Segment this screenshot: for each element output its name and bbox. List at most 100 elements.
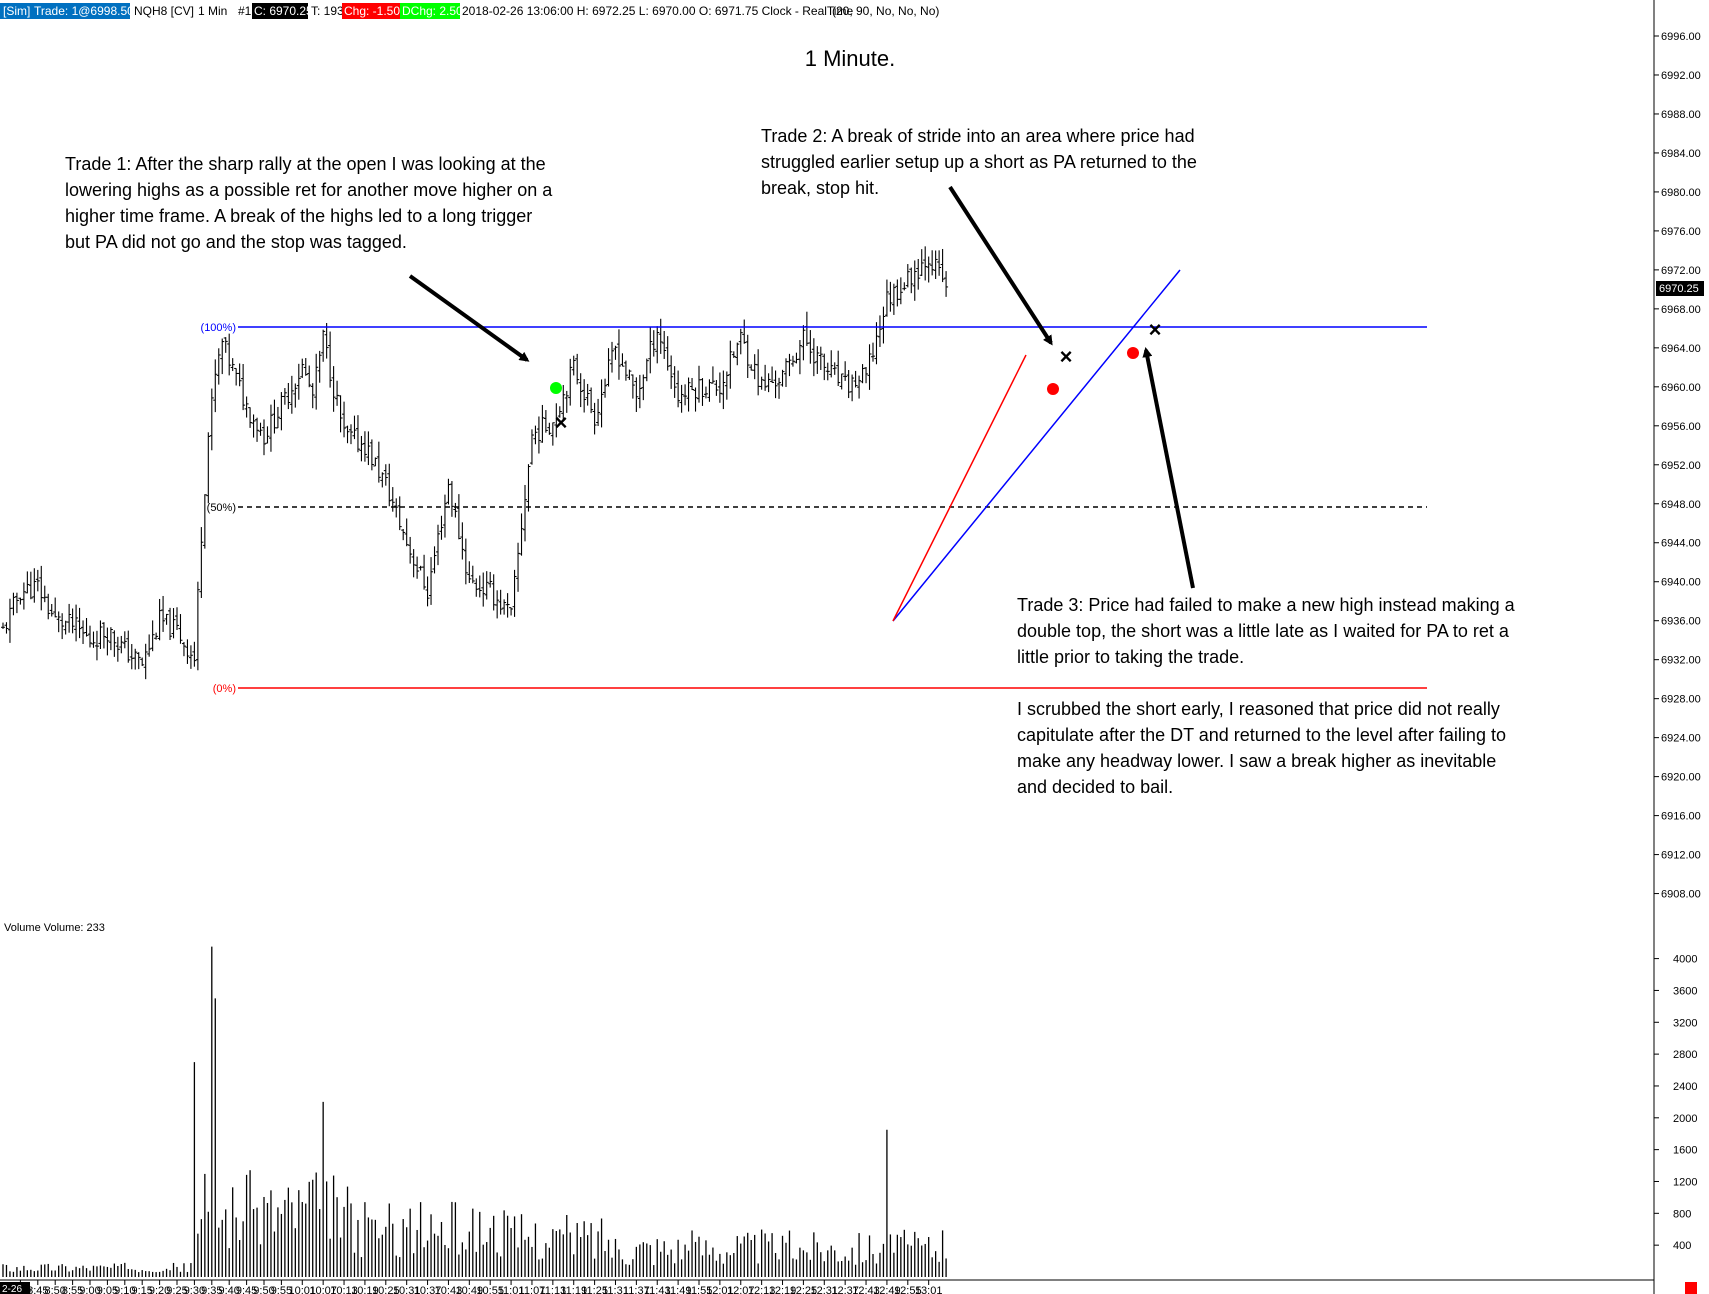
annotation-trade1: Trade 1: After the sharp rally at the op…	[65, 154, 553, 252]
trade1-stop-marker: ×	[555, 410, 568, 435]
time-tick-label: 10:13	[330, 1285, 358, 1294]
time-tick-label: 9:25	[166, 1285, 187, 1294]
chart-title: 1 Minute.	[805, 46, 896, 71]
time-tick-label: 9:15	[131, 1285, 152, 1294]
date-label: 2-26	[2, 1284, 22, 1294]
sim-trade-box	[0, 3, 130, 19]
annotation-trade3: Trade 3: Price had failed to make a new …	[1017, 595, 1516, 667]
volume-bars	[2, 946, 947, 1277]
time-tick-label: 12:49	[873, 1285, 901, 1294]
time-tick-label: 10:07	[309, 1285, 337, 1294]
annotation-note: I scrubbed the short early, I reasoned t…	[1017, 699, 1506, 797]
time-tick-label: 12:55	[894, 1285, 922, 1294]
price-tick-label: 6972.00	[1661, 265, 1701, 277]
time-tick-label: 9:30	[184, 1285, 205, 1294]
time-tick-label: 9:20	[149, 1285, 170, 1294]
time-tick-label: 12:07	[727, 1285, 755, 1294]
price-tick-label: 6932.00	[1661, 655, 1701, 667]
trade2-arrow	[948, 185, 1053, 346]
price-tick-label: 6960.00	[1661, 382, 1701, 394]
time-tick-label: 12:19	[769, 1285, 797, 1294]
time-tick-label: 9:55	[271, 1285, 292, 1294]
chg-label: Chg: -1.50	[344, 4, 400, 18]
time-tick-label: 12:37	[831, 1285, 859, 1294]
time-tick-label: 13:01	[915, 1285, 943, 1294]
ohlc-info: 2018-02-26 13:06:00 H: 6972.25 L: 6970.0…	[462, 4, 853, 18]
params-label: (20, 90, No, No, No)	[832, 4, 939, 18]
volume-tick-label: 800	[1673, 1208, 1691, 1220]
price-tick-label: 6992.00	[1661, 70, 1701, 82]
trendline-blue[interactable]	[892, 269, 1181, 622]
volume-label: Volume Volume: 233	[4, 922, 105, 934]
date-box	[0, 1282, 30, 1294]
time-tick-label: 12:13	[748, 1285, 776, 1294]
time-tick-label: 10:19	[351, 1285, 379, 1294]
fib-100-label: (100%)	[201, 322, 236, 334]
trade2-line: break, stop hit.	[761, 178, 879, 198]
price-tick-label: 6964.00	[1661, 343, 1701, 355]
note-line: and decided to bail.	[1017, 777, 1173, 797]
time-tick-label: 10:01	[289, 1285, 317, 1294]
volume-tick-label: 2400	[1673, 1081, 1697, 1093]
time-tick-label: 12:31	[811, 1285, 839, 1294]
price-tick-label: 6952.00	[1661, 460, 1701, 472]
last-price-label: 6970.25	[1659, 283, 1699, 295]
chart-number: #1	[238, 4, 252, 18]
time-tick-label: 10:49	[456, 1285, 484, 1294]
time-axis: 8:408:458:508:559:009:059:109:159:209:25…	[10, 1280, 943, 1294]
volume-tick-label: 1600	[1673, 1145, 1697, 1157]
time-tick-label: 12:43	[852, 1285, 880, 1294]
time-tick-label: 11:13	[539, 1285, 566, 1294]
dchg-label: DChg: 2.50	[402, 4, 463, 18]
price-axis: 6996.00 6992.00 6988.00 6984.00 6980.00 6976.…	[1654, 31, 1701, 901]
trade-label: Trade: 1@6998.50	[34, 4, 134, 18]
trade3-short-entry-marker	[1127, 347, 1139, 359]
time-tick-label: 11:01	[498, 1285, 525, 1294]
fib-0-label: (0%)	[213, 683, 236, 695]
header-bar: [Sim] Trade: 1@6998.50 NQH8 [CV] 1 Min #…	[0, 3, 939, 19]
price-tick-label: 6920.00	[1661, 772, 1701, 784]
trade2-stop-marker: ×	[1060, 344, 1073, 369]
trade3-line: little prior to taking the trade.	[1017, 647, 1244, 667]
note-line: I scrubbed the short early, I reasoned t…	[1017, 699, 1500, 719]
interval-label: 1 Min	[198, 4, 227, 18]
symbol-label: NQH8 [CV]	[134, 4, 194, 18]
trade1-line: lowering highs as a possible ret for ano…	[65, 180, 553, 200]
trade2-short-entry-marker	[1047, 383, 1059, 395]
trade1-line: but PA did not go and the stop was tagge…	[65, 232, 407, 252]
volume-tick-label: 400	[1673, 1240, 1691, 1252]
time-tick-label: 11:25	[581, 1285, 608, 1294]
time-tick-label: 10:31	[393, 1285, 421, 1294]
status-indicator	[1685, 1282, 1697, 1294]
time-tick-label: 8:45	[27, 1285, 48, 1294]
price-tick-label: 6936.00	[1661, 616, 1701, 628]
price-tick-label: 6980.00	[1661, 187, 1701, 199]
dchg-box	[400, 3, 460, 19]
time-tick-label: 11:07	[519, 1285, 546, 1294]
volume-tick-label: 3600	[1673, 985, 1697, 997]
trade1-arrow	[408, 274, 530, 362]
price-tick-label: 6924.00	[1661, 733, 1701, 745]
close-label: C: 6970.25	[254, 4, 313, 18]
time-tick-label: 10:43	[435, 1285, 463, 1294]
trade1-line: Trade 1: After the sharp rally at the op…	[65, 154, 546, 174]
price-tick-label: 6976.00	[1661, 226, 1701, 238]
time-tick-label: 9:40	[218, 1285, 239, 1294]
time-tick-label: 8:50	[44, 1285, 65, 1294]
trendline-red[interactable]	[892, 354, 1027, 622]
volume-tick-label: 3200	[1673, 1017, 1697, 1029]
time-tick-label: 11:55	[686, 1285, 713, 1294]
price-tick-label: 6968.00	[1661, 304, 1701, 316]
price-tick-label: 6956.00	[1661, 421, 1701, 433]
time-tick-label: 11:43	[644, 1285, 671, 1294]
time-tick-label: 9:05	[97, 1285, 118, 1294]
price-tick-label: 6928.00	[1661, 694, 1701, 706]
volume-tick-label: 4000	[1673, 954, 1697, 966]
fib-50-label: (50%)	[207, 502, 236, 514]
volume-axis: 4000 3600 3200 2800 2400 2000 1600 1200 800 400	[1654, 954, 1697, 1252]
trade1-line: higher time frame. A break of the highs …	[65, 206, 532, 226]
trade3-arrow	[1142, 347, 1195, 589]
time-tick-label: 11:31	[602, 1285, 629, 1294]
price-tick-label: 6948.00	[1661, 499, 1701, 511]
